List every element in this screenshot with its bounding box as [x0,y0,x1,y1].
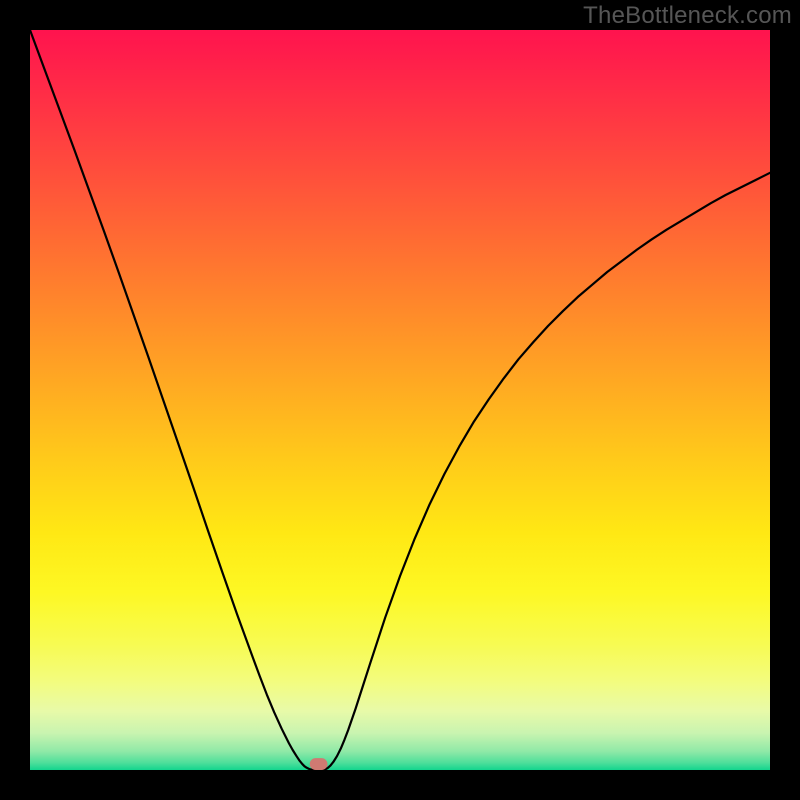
optimum-marker [310,758,328,770]
bottleneck-curve-chart [30,30,770,770]
plot-area [30,30,770,770]
watermark-text: TheBottleneck.com [583,2,792,30]
chart-frame: TheBottleneck.com [0,0,800,800]
gradient-background [30,30,770,770]
